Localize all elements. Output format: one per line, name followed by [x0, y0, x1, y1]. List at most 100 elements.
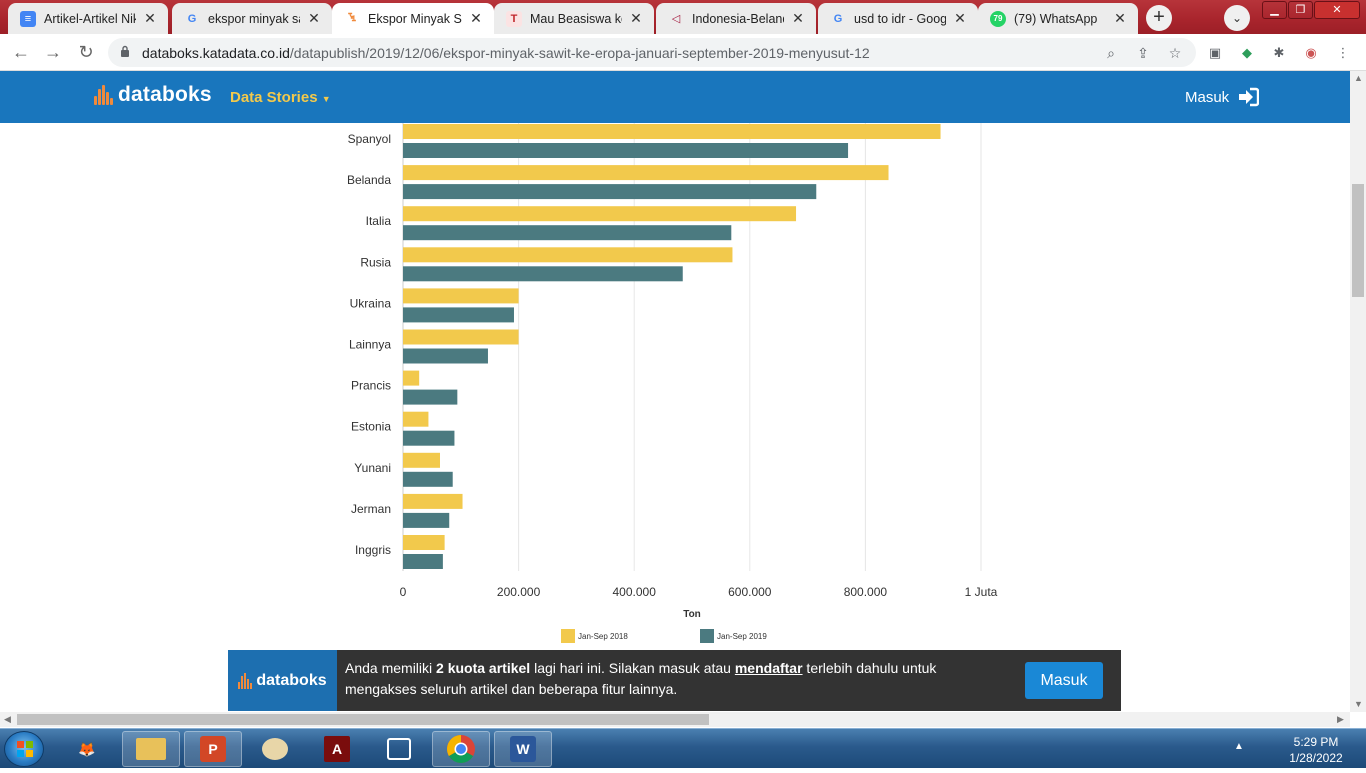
- category-label: Rusia: [360, 255, 391, 269]
- scroll-up-icon[interactable]: ▲: [1354, 73, 1363, 83]
- grammar-extension-icon[interactable]: ◆: [1242, 45, 1252, 60]
- banner-login-button[interactable]: Masuk: [1025, 662, 1103, 699]
- legend-label: Jan-Sep 2019: [717, 632, 767, 641]
- puzzle-extensions-icon[interactable]: ✱: [1273, 45, 1285, 60]
- export-bar-chart: Spanyol Belanda Italia Rusia Ukraina Lainnya P…: [347, 123, 998, 643]
- share-icon[interactable]: ⇪: [1137, 45, 1149, 61]
- legend-swatch: [561, 629, 575, 643]
- tab-ekspor-databoks[interactable]: ꔃ Ekspor Minyak Sa ✕: [332, 3, 494, 34]
- x-axis-title: Ton: [683, 609, 701, 620]
- banner-message: Anda memiliki 2 kuota artikel lagi hari …: [345, 658, 995, 700]
- profile-avatar-icon[interactable]: ◉: [1305, 45, 1317, 60]
- minimize-button[interactable]: ▁: [1262, 1, 1287, 19]
- word-icon: W: [510, 736, 536, 762]
- start-button[interactable]: [4, 731, 44, 767]
- banner-text-suffix: terlebih dahulu untuk mengakses seluruh …: [345, 660, 937, 697]
- forward-button[interactable]: →: [42, 42, 64, 64]
- reload-button[interactable]: ↻: [75, 42, 97, 64]
- firefox-icon: 🦊: [78, 740, 96, 757]
- chevron-down-icon: ⌄: [1231, 11, 1243, 25]
- bar-2019: [403, 184, 817, 200]
- logo-text: databoks: [118, 83, 212, 106]
- quota-banner: databoks Anda memiliki 2 kuota artikel l…: [228, 650, 1121, 711]
- tab-usd-idr[interactable]: G usd to idr - Googl ✕: [818, 3, 978, 34]
- address-bar[interactable]: databoks.katadata.co.id/datapublish/2019…: [108, 38, 1196, 67]
- tab-title: usd to idr - Googl: [854, 11, 946, 26]
- close-icon[interactable]: ✕: [1114, 10, 1126, 26]
- maximize-button[interactable]: ❐: [1288, 1, 1313, 19]
- paint-app[interactable]: [246, 731, 304, 767]
- close-window-button[interactable]: ✕: [1314, 1, 1360, 19]
- bar-2018: [403, 329, 519, 345]
- scroll-right-icon[interactable]: ▶: [1337, 714, 1344, 724]
- login-link[interactable]: Masuk: [1185, 87, 1260, 107]
- data-stories-menu[interactable]: Data Stories ▼: [230, 89, 331, 106]
- firefox-app[interactable]: 🦊: [58, 731, 116, 767]
- banner-logo-text: databoks: [256, 671, 327, 689]
- close-icon[interactable]: ✕: [954, 10, 966, 26]
- chrome-icon: [447, 735, 475, 763]
- url-text[interactable]: databoks.katadata.co.id/datapublish/2019…: [142, 45, 870, 61]
- site-header: databoks Data Stories ▼ Masuk: [0, 71, 1350, 123]
- paint-palette-icon: [262, 738, 288, 760]
- bar-2018: [403, 124, 941, 139]
- snipping-app[interactable]: [370, 731, 428, 767]
- vertical-scroll-thumb[interactable]: [1352, 184, 1364, 297]
- triangle-icon: ◁: [671, 13, 681, 25]
- category-label: Estonia: [351, 420, 391, 434]
- windows-taskbar: 🦊 P A W ▲ 5:29 PM 1/28/2022: [0, 728, 1366, 768]
- databoks-logo[interactable]: databoks: [94, 83, 212, 107]
- close-icon[interactable]: ✕: [792, 10, 804, 26]
- scroll-down-icon[interactable]: ▼: [1354, 699, 1363, 709]
- tab-title: ekspor minyak saw: [208, 11, 300, 26]
- tab-artikel[interactable]: ≡ Artikel-Artikel Nik ✕: [8, 3, 168, 34]
- tab-whatsapp[interactable]: 79 (79) WhatsApp ✕: [978, 3, 1138, 34]
- powerpoint-app[interactable]: P: [184, 731, 242, 767]
- close-icon[interactable]: ✕: [470, 10, 482, 26]
- close-icon[interactable]: ✕: [308, 10, 320, 26]
- bar-2019: [403, 307, 514, 323]
- banner-text-mid: lagi hari ini. Silakan masuk atau: [530, 660, 735, 676]
- google-icon: G: [833, 12, 843, 25]
- qr-extension-icon[interactable]: ▣: [1208, 45, 1222, 60]
- banner-text-prefix: Anda memiliki: [345, 660, 437, 676]
- tray-expand-icon[interactable]: ▲: [1234, 741, 1244, 752]
- vertical-scrollbar[interactable]: ▲ ▼: [1350, 71, 1366, 712]
- register-link[interactable]: mendaftar: [734, 660, 803, 676]
- url-path: /datapublish/2019/12/06/ekspor-minyak-sa…: [289, 45, 870, 61]
- zoom-search-icon[interactable]: ⌕: [1107, 45, 1115, 61]
- new-tab-button[interactable]: +: [1146, 5, 1172, 31]
- tab-ekspor-search[interactable]: G ekspor minyak saw ✕: [172, 3, 332, 34]
- close-icon[interactable]: ✕: [630, 10, 642, 26]
- acrobat-app[interactable]: A: [308, 731, 366, 767]
- system-clock[interactable]: 5:29 PM 1/28/2022: [1284, 734, 1348, 766]
- category-label: Italia: [366, 214, 392, 228]
- clock-time: 5:29 PM: [1293, 735, 1339, 749]
- explorer-app[interactable]: [122, 731, 180, 767]
- menu-kebab-icon[interactable]: ⋮: [1336, 45, 1350, 60]
- folder-icon: [136, 738, 166, 760]
- x-tick-label: 0: [400, 585, 407, 599]
- bar-2018: [403, 370, 420, 386]
- tempo-icon: T: [506, 10, 522, 27]
- tab-beasiswa[interactable]: T Mau Beasiswa ke E ✕: [494, 3, 654, 34]
- tab-title: Indonesia-Belanda: [692, 11, 784, 26]
- word-app[interactable]: W: [494, 731, 552, 767]
- tab-title: Artikel-Artikel Nik: [44, 11, 136, 26]
- tab-search-button[interactable]: ⌄: [1224, 5, 1250, 31]
- acrobat-icon: A: [324, 736, 350, 762]
- horizontal-scrollbar[interactable]: ◀ ▶: [0, 712, 1350, 727]
- category-label: Jerman: [351, 502, 391, 516]
- close-icon[interactable]: ✕: [144, 10, 156, 26]
- banner-quota: 2 kuota artikel: [436, 660, 531, 676]
- browser-tab-strip: ≡ Artikel-Artikel Nik ✕ G ekspor minyak …: [0, 0, 1366, 34]
- tab-indonesia-belanda[interactable]: ◁ Indonesia-Belanda ✕: [656, 3, 816, 34]
- scroll-left-icon[interactable]: ◀: [4, 714, 11, 724]
- chrome-app[interactable]: [432, 731, 490, 767]
- powerpoint-icon: P: [200, 736, 226, 762]
- horizontal-scroll-thumb[interactable]: [17, 714, 709, 725]
- back-button[interactable]: ←: [10, 42, 32, 64]
- bookmark-star-icon[interactable]: ☆: [1168, 45, 1182, 61]
- legend-label: Jan-Sep 2018: [578, 632, 628, 641]
- docs-icon: ≡: [20, 10, 36, 27]
